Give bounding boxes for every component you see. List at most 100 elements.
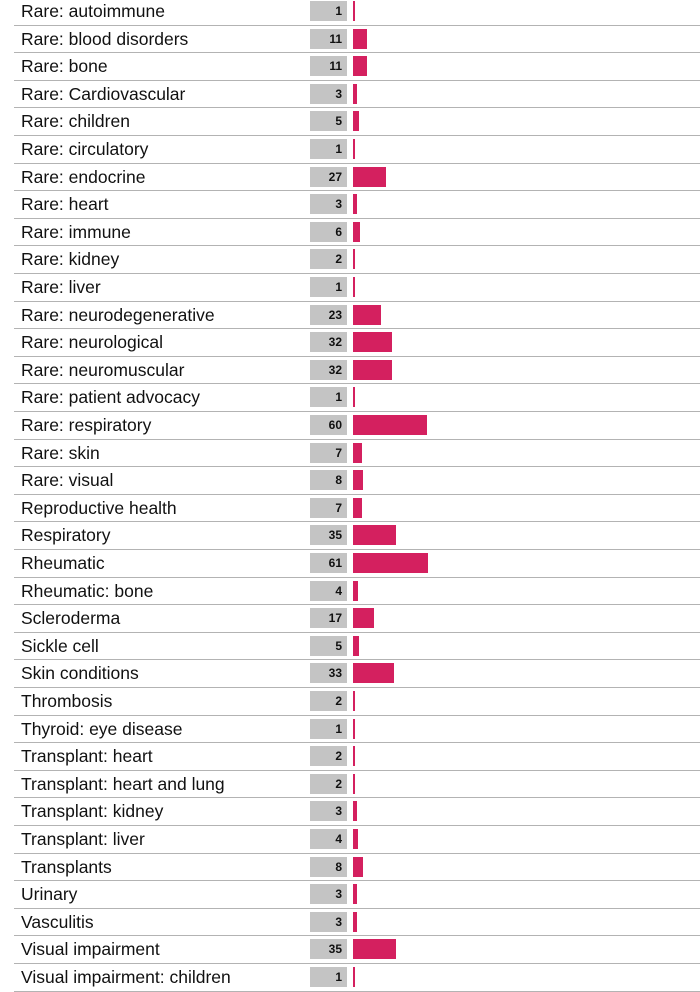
value-label: 2 — [310, 746, 347, 767]
bar — [353, 139, 355, 159]
bar — [353, 746, 356, 767]
value-label: 17 — [310, 608, 347, 629]
chart-row: Rare: children 5 — [14, 108, 700, 136]
value-label: 8 — [310, 470, 347, 491]
chart-row: Scleroderma 17 — [14, 605, 700, 633]
bar — [353, 525, 397, 546]
value-label: 2 — [310, 773, 347, 794]
value-label: 1 — [310, 967, 347, 987]
category-label: Rare: skin — [21, 442, 100, 463]
value-label: 1 — [310, 277, 347, 297]
value-label: 2 — [310, 691, 347, 711]
category-label: Rare: heart — [21, 194, 109, 215]
category-label: Rare: bone — [21, 56, 108, 77]
bar — [353, 829, 358, 849]
bar — [353, 497, 362, 518]
chart-row: Skin conditions 33 — [14, 660, 700, 688]
category-label: Scleroderma — [21, 608, 121, 629]
value-label: 35 — [310, 939, 347, 960]
chart-row: Rare: endocrine 27 — [14, 164, 700, 192]
category-label: Rheumatic: bone — [21, 580, 154, 601]
value-label: 27 — [310, 166, 347, 187]
chart-row: Thrombosis 2 — [14, 688, 700, 716]
bar — [353, 553, 429, 573]
chart-row: Rare: heart 3 — [14, 191, 700, 219]
chart-row: Urinary 3 — [14, 881, 700, 909]
bar — [353, 580, 358, 601]
value-label: 1 — [310, 718, 347, 739]
bar — [353, 967, 355, 987]
category-label: Rare: neurological — [21, 332, 164, 353]
category-label: Transplant: liver — [21, 829, 145, 849]
chart-row: Transplant: heart 2 — [14, 743, 700, 771]
value-label: 11 — [310, 56, 347, 77]
value-label: 7 — [310, 497, 347, 518]
bar — [353, 718, 355, 739]
bar — [353, 56, 367, 77]
bar — [353, 166, 387, 187]
value-label: 61 — [310, 553, 347, 573]
category-label: Rare: circulatory — [21, 139, 149, 159]
value-label: 3 — [310, 83, 347, 104]
category-label: Rare: visual — [21, 470, 114, 491]
value-label: 3 — [310, 884, 347, 905]
bar — [353, 332, 393, 353]
bar — [353, 856, 363, 877]
category-label: Rare: Cardiovascular — [21, 83, 186, 104]
bar — [353, 911, 357, 932]
value-label: 33 — [310, 663, 347, 684]
category-label: Respiratory — [21, 525, 111, 546]
value-label: 3 — [310, 194, 347, 215]
value-label: 4 — [310, 580, 347, 601]
value-label: 32 — [310, 332, 347, 353]
value-label: 23 — [310, 304, 347, 325]
category-label: Transplant: heart and lung — [21, 773, 225, 794]
value-label: 8 — [310, 856, 347, 877]
bar — [353, 28, 367, 49]
chart-row: Rare: kidney 2 — [14, 246, 700, 274]
value-label: 5 — [310, 111, 347, 132]
category-label: Rare: blood disorders — [21, 28, 189, 49]
category-label: Rare: liver — [21, 277, 101, 297]
category-label: Rare: immune — [21, 221, 131, 242]
value-label: 1 — [310, 139, 347, 159]
bar — [353, 111, 360, 132]
chart-row: Rare: autoimmune 1 — [14, 0, 700, 26]
bar — [353, 221, 361, 242]
value-label: 2 — [310, 249, 347, 270]
chart-row: Reproductive health 7 — [14, 495, 700, 523]
category-label: Rare: autoimmune — [21, 1, 165, 21]
bar — [353, 470, 363, 491]
value-label: 6 — [310, 221, 347, 242]
chart-row: Rare: visual 8 — [14, 467, 700, 495]
bar — [353, 663, 394, 684]
chart-row: Rare: circulatory 1 — [14, 136, 700, 164]
bar — [353, 773, 356, 794]
category-label: Rheumatic — [21, 553, 105, 573]
chart-row: Rheumatic 61 — [14, 550, 700, 578]
bar — [353, 359, 393, 380]
bar — [353, 884, 357, 905]
category-label: Rare: endocrine — [21, 166, 146, 187]
chart-row: Rare: patient advocacy 1 — [14, 384, 700, 412]
category-label: Rare: children — [21, 111, 130, 132]
category-label: Transplants — [21, 856, 112, 877]
value-label: 60 — [310, 415, 347, 435]
value-label: 7 — [310, 442, 347, 463]
category-label: Sickle cell — [21, 635, 99, 656]
bar — [353, 442, 362, 463]
category-label: Thyroid: eye disease — [21, 718, 183, 739]
bar — [353, 1, 355, 21]
bar — [353, 249, 356, 270]
value-label: 5 — [310, 635, 347, 656]
category-label: Visual impairment — [21, 939, 160, 960]
category-label: Rare: neuromuscular — [21, 359, 185, 380]
chart-row: Rare: liver 1 — [14, 274, 700, 302]
value-label: 1 — [310, 1, 347, 21]
category-label: Urinary — [21, 884, 78, 905]
chart-row: Visual impairment: children 1 — [14, 964, 700, 992]
category-label: Thrombosis — [21, 691, 113, 711]
bar — [353, 194, 357, 215]
chart-row: Rare: skin 7 — [14, 440, 700, 468]
category-label: Rare: patient advocacy — [21, 387, 200, 408]
